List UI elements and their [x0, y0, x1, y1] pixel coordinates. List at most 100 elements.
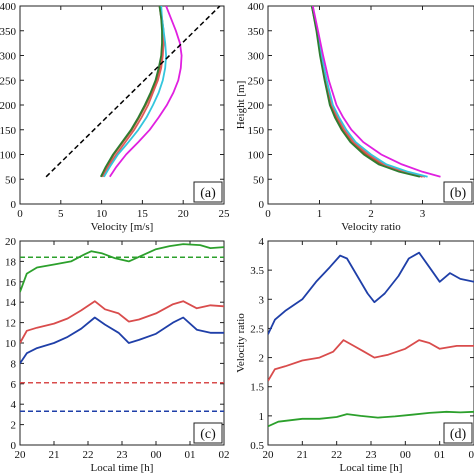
panel-label-box — [443, 422, 473, 444]
x-tick-label: 15 — [137, 208, 149, 220]
y-tick-label: 8 — [11, 358, 17, 370]
y-tick-label: 2 — [259, 353, 265, 365]
y-tick-label: 16 — [5, 277, 17, 289]
x-tick-label: 01 — [185, 449, 196, 461]
x-tick-label: 5 — [58, 208, 64, 220]
y-tick-label: 100 — [248, 150, 265, 162]
y-tick-label: 250 — [248, 75, 265, 87]
x-tick-label: 2 — [368, 208, 374, 220]
series-group — [268, 251, 474, 428]
y-tick-label: 0.5 — [250, 440, 264, 452]
panel-label: (a) — [200, 186, 216, 201]
x-tick-label: 00 — [400, 449, 412, 461]
y-tick-label: 100 — [0, 150, 17, 162]
x-tick-label: 3 — [420, 208, 426, 220]
y-tick-label: 4 — [259, 236, 265, 248]
y-tick-label: 2.5 — [250, 323, 264, 335]
y-tick-label: 12 — [5, 318, 16, 330]
y-tick-label: 50 — [253, 174, 265, 186]
y-tick-label: 3 — [259, 294, 265, 306]
panel-label: (b) — [450, 186, 467, 201]
series-line-1 — [268, 251, 474, 335]
x-tick-label: 22 — [331, 449, 342, 461]
panel-label-box — [193, 422, 223, 444]
y-tick-label: 50 — [5, 174, 17, 186]
x-tick-label: 20 — [178, 208, 190, 220]
x-tick-label: 00 — [151, 449, 163, 461]
y-tick-label: 400 — [0, 1, 17, 13]
x-tick-label: 23 — [117, 449, 129, 461]
x-tick-label: 21 — [49, 449, 60, 461]
y-tick-label: 10 — [5, 338, 17, 350]
y-tick-label: 200 — [0, 100, 17, 112]
series-line-3 — [268, 410, 474, 428]
y-tick-label: 2 — [11, 420, 17, 432]
y-tick-label: 300 — [248, 51, 265, 63]
x-tick-label: 0 — [17, 208, 23, 220]
x-tick-label: 02 — [469, 449, 474, 461]
series-group — [20, 243, 224, 413]
y-tick-label: 150 — [248, 125, 265, 137]
series-line-6 — [45, 6, 221, 178]
x-tick-label: 20 — [263, 449, 275, 461]
plot-frame — [19, 5, 225, 205]
series-line-5 — [311, 6, 441, 178]
x-tick-label: 0 — [265, 208, 271, 220]
panel-2: 0 1 2 3 0 50 100 150 200 250 300 350 400 Velocity rat… — [235, 1, 474, 233]
x-tick-label: 23 — [366, 449, 378, 461]
series-line-4 — [310, 6, 421, 178]
series-line-2 — [20, 300, 224, 344]
x-tick-label: 25 — [219, 208, 231, 220]
plot-frame — [19, 240, 225, 446]
y-tick-label: 150 — [0, 125, 17, 137]
series-group — [45, 6, 221, 178]
y-tick-label: 0 — [259, 199, 265, 211]
series-line-4 — [99, 6, 163, 178]
panel-4: 20 21 22 23 00 01 02 0.5 1 1.5 2 2.5 3 3.5 4 Local time… — [235, 236, 474, 474]
y-tick-label: 250 — [0, 75, 17, 87]
x-axis-label: Local time [h] — [91, 462, 154, 474]
y-tick-label: 200 — [248, 100, 265, 112]
panel-label-box — [443, 181, 473, 203]
y-tick-label: 6 — [11, 379, 17, 391]
y-axis-label: Height [m] — [235, 81, 247, 130]
series-line-3 — [310, 6, 428, 178]
series-line-2 — [268, 339, 474, 382]
x-tick-label: 1 — [317, 208, 323, 220]
series-line-2 — [102, 6, 165, 178]
plot-frame — [267, 5, 474, 205]
x-tick-label: 21 — [297, 449, 308, 461]
y-tick-label: 14 — [5, 297, 17, 309]
panel-1: 0 5 10 15 20 25050100150200250300350400Veloci… — [0, 1, 230, 233]
x-tick-label: 02 — [219, 449, 230, 461]
y-tick-label: 350 — [0, 26, 17, 38]
series-group — [310, 6, 441, 178]
series-line-3 — [20, 316, 224, 364]
y-tick-label: 1.5 — [250, 382, 264, 394]
x-axis-label: Velocity [m/s] — [91, 221, 154, 233]
x-tick-label: 01 — [434, 449, 445, 461]
y-tick-label: 0 — [11, 440, 17, 452]
y-tick-label: 1 — [259, 411, 265, 423]
panel-label: (c) — [200, 427, 216, 442]
y-tick-label: 4 — [11, 399, 17, 411]
y-tick-label: 350 — [248, 26, 265, 38]
x-tick-label: 20 — [15, 449, 27, 461]
y-tick-label: 400 — [248, 1, 265, 13]
x-axis-label: Velocity ratio — [341, 221, 401, 233]
y-tick-label: 0 — [11, 199, 17, 211]
y-axis-label: Velocity ratio — [235, 313, 247, 373]
series-line-3 — [103, 6, 167, 178]
series-line-5 — [109, 6, 183, 178]
panel-label: (d) — [450, 427, 467, 442]
x-axis-label: Local time [h] — [340, 462, 403, 474]
x-tick-label: 10 — [96, 208, 108, 220]
series-line-1 — [20, 243, 224, 293]
y-tick-label: 18 — [5, 256, 17, 268]
y-tick-label: 20 — [5, 236, 17, 248]
y-tick-label: 3.5 — [250, 265, 264, 277]
plot-frame — [267, 240, 474, 446]
x-tick-label: 22 — [83, 449, 94, 461]
